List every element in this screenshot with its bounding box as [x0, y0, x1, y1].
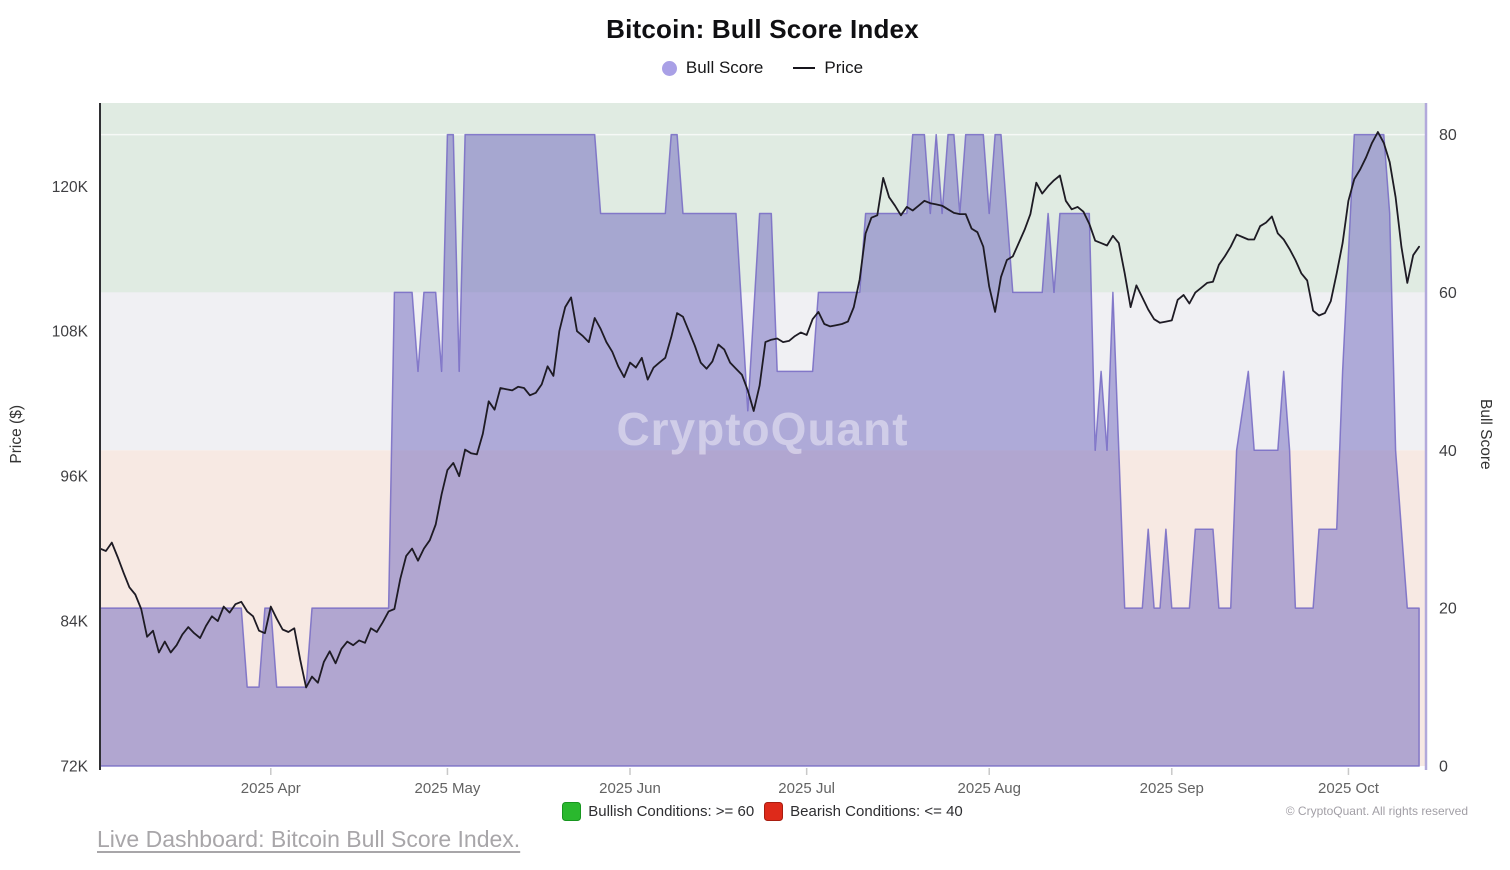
chart-legend: Bull Score Price — [100, 58, 1425, 78]
x-tick-label: 2025 May — [415, 780, 481, 797]
bullish-condition-label: Bullish Conditions: >= 60 — [588, 803, 755, 820]
bullish-square-icon — [562, 802, 582, 821]
y-tick-label-right: 20 — [1439, 601, 1457, 618]
y-tick-label-left: 120K — [52, 179, 89, 196]
y-axis-title-right: Bull Score — [1477, 399, 1494, 470]
y-tick-label-left: 108K — [52, 324, 89, 341]
live-dashboard-link[interactable]: Live Dashboard: Bitcoin Bull Score Index… — [97, 826, 521, 852]
x-tick-label: 2025 Jul — [778, 780, 835, 797]
price-line — [99, 131, 1420, 689]
x-tick-label: 2025 Aug — [958, 780, 1021, 797]
y-tick-label-left: 96K — [60, 469, 88, 486]
legend-price-label: Price — [824, 58, 864, 77]
y-tick-label-left: 72K — [60, 759, 88, 776]
y-tick-label-right: 80 — [1439, 127, 1457, 144]
y-tick-label-left: 84K — [60, 614, 88, 631]
x-tick-label: 2025 Apr — [241, 780, 301, 797]
bearish-square-icon — [764, 802, 784, 821]
price-swatch-icon — [793, 66, 816, 70]
y-tick-label-right: 60 — [1439, 285, 1457, 302]
bull-score-swatch-icon — [661, 60, 677, 76]
legend-item-price[interactable]: Price — [793, 58, 863, 78]
copyright: © CryptoQuant. All rights reserved — [1285, 804, 1468, 818]
conditions-legend: Bullish Conditions: >= 60 Bearish Condit… — [100, 802, 1425, 821]
legend-bull-score-label: Bull Score — [685, 58, 764, 77]
y-tick-label-right: 40 — [1439, 443, 1457, 460]
chart-title: Bitcoin: Bull Score Index — [606, 14, 919, 44]
x-tick-label: 2025 Sep — [1140, 780, 1204, 797]
bearish-condition-label: Bearish Conditions: <= 40 — [790, 803, 963, 820]
x-tick-label: 2025 Oct — [1318, 780, 1380, 797]
bearish-condition-item: Bearish Conditions: <= 40 — [764, 802, 963, 821]
watermark: CryptoQuant — [616, 403, 908, 455]
bullish-condition-item: Bullish Conditions: >= 60 — [562, 802, 754, 821]
y-tick-label-right: 0 — [1439, 759, 1448, 776]
bull-score-area — [99, 133, 1420, 767]
legend-item-bull-score[interactable]: Bull Score — [661, 58, 764, 78]
x-tick-label: 2025 Jun — [599, 780, 661, 797]
